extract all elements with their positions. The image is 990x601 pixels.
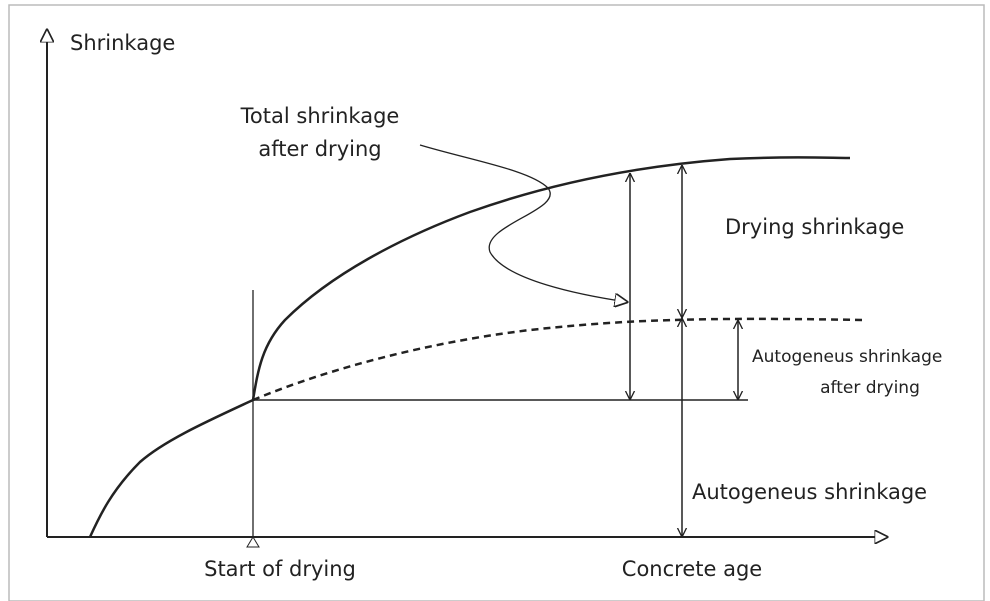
autogenous-after-label: after drying	[820, 378, 920, 398]
callout-label: Total shrinkage	[240, 104, 400, 128]
x-axis-label: Concrete age	[622, 557, 762, 581]
drying-label: Drying shrinkage	[725, 215, 904, 239]
autogenous-curve	[252, 317, 863, 402]
frame	[8, 4, 985, 601]
callout-label: after drying	[258, 137, 381, 161]
drying-marker	[246, 536, 260, 548]
y-axis-label: Shrinkage	[70, 31, 175, 55]
marker-label: Start of drying	[204, 557, 356, 581]
autogenous-label: Autogeneus shrinkage	[692, 480, 927, 504]
callout-arrow	[419, 144, 627, 302]
total-shrinkage-curve	[88, 156, 851, 538]
autogenous-after-label: Autogeneus shrinkage	[752, 347, 942, 367]
